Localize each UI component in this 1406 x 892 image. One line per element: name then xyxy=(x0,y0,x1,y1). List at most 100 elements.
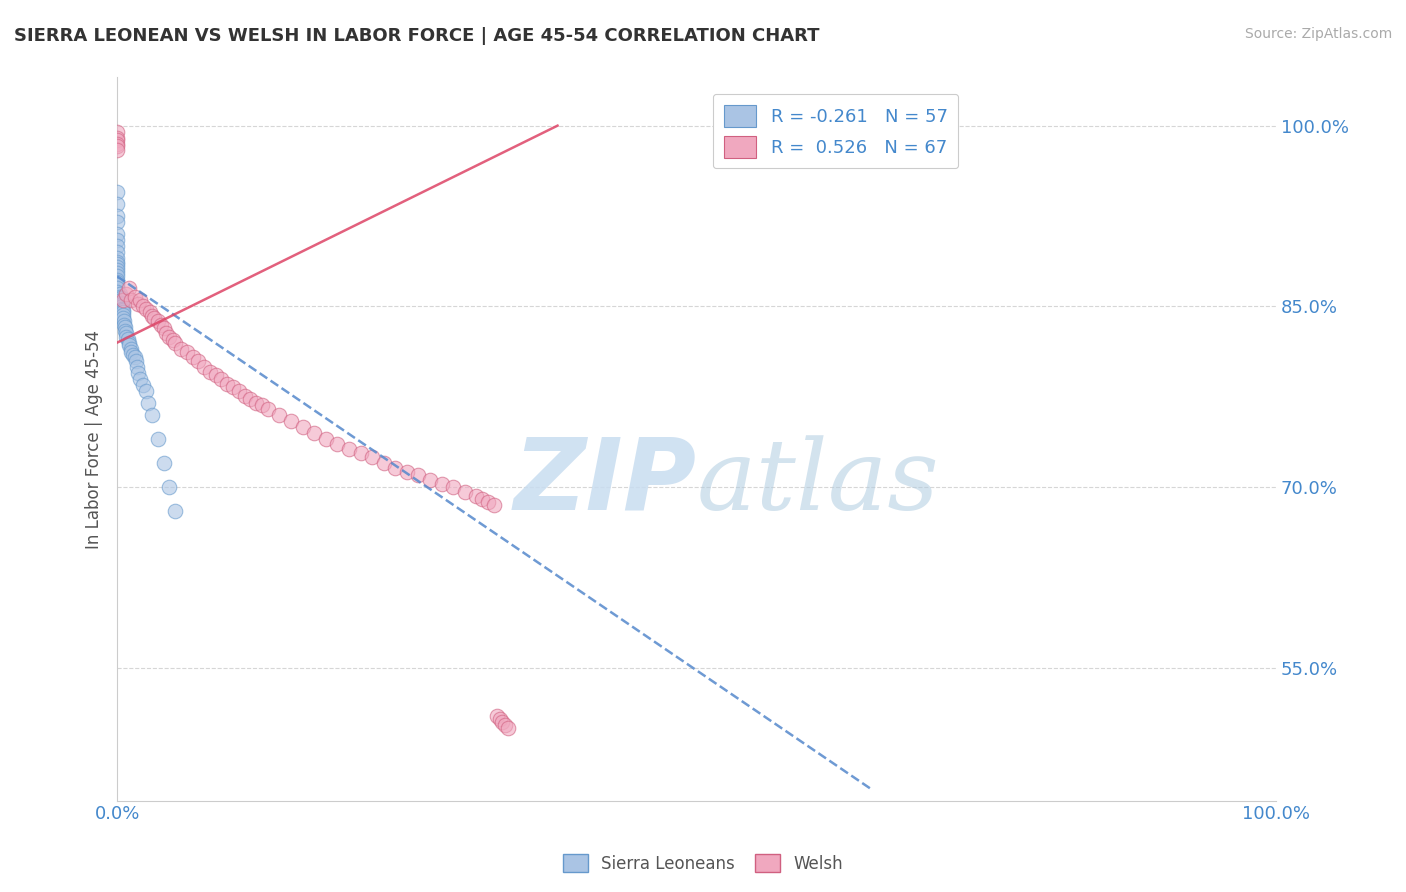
Point xyxy=(122,348,145,362)
Point xyxy=(170,342,193,356)
Point xyxy=(105,257,128,271)
Point xyxy=(135,301,157,316)
Point xyxy=(269,408,291,422)
Point xyxy=(228,384,250,398)
Point xyxy=(465,489,488,503)
Point xyxy=(361,450,384,464)
Point xyxy=(114,320,136,334)
Point xyxy=(105,197,128,211)
Point xyxy=(250,398,273,412)
Point xyxy=(111,301,134,316)
Point xyxy=(129,293,152,308)
Point xyxy=(105,125,128,139)
Point xyxy=(150,318,173,332)
Point xyxy=(110,295,132,310)
Point xyxy=(105,239,128,253)
Point xyxy=(115,287,138,301)
Point xyxy=(112,314,135,328)
Point xyxy=(111,305,134,319)
Point xyxy=(141,309,163,323)
Point xyxy=(105,227,128,241)
Point xyxy=(111,311,134,326)
Point xyxy=(105,233,128,247)
Point xyxy=(127,297,149,311)
Point xyxy=(105,136,128,151)
Point xyxy=(111,303,134,318)
Point xyxy=(349,446,371,460)
Point xyxy=(176,345,198,359)
Point xyxy=(125,359,148,374)
Point xyxy=(211,372,233,386)
Point xyxy=(105,281,128,295)
Point xyxy=(105,277,128,292)
Point xyxy=(105,252,128,266)
Point xyxy=(105,185,128,199)
Point xyxy=(491,715,513,730)
Point xyxy=(419,473,441,487)
Point xyxy=(108,290,131,304)
Point xyxy=(204,368,226,383)
Point xyxy=(105,273,128,287)
Point xyxy=(477,494,499,508)
Point xyxy=(110,291,132,305)
Point xyxy=(337,442,360,456)
Point xyxy=(141,408,163,422)
Point xyxy=(127,366,149,380)
Point xyxy=(105,263,128,277)
Point xyxy=(111,293,134,308)
Point xyxy=(118,338,141,352)
Point xyxy=(105,260,128,274)
Point xyxy=(280,414,302,428)
Point xyxy=(124,290,146,304)
Point xyxy=(120,342,142,356)
Point xyxy=(131,377,153,392)
Point xyxy=(233,389,256,403)
Point xyxy=(454,485,477,500)
Point xyxy=(105,285,128,299)
Point xyxy=(108,287,131,301)
Point xyxy=(165,335,187,350)
Point xyxy=(146,314,169,328)
Point xyxy=(395,465,418,479)
Point xyxy=(115,329,138,343)
Point xyxy=(115,326,138,340)
Point xyxy=(155,326,177,340)
Point xyxy=(120,293,142,308)
Point xyxy=(111,297,134,311)
Point xyxy=(105,269,128,284)
Legend: R = -0.261   N = 57, R =  0.526   N = 67: R = -0.261 N = 57, R = 0.526 N = 67 xyxy=(713,94,959,169)
Text: atlas: atlas xyxy=(696,434,939,530)
Point xyxy=(256,401,278,416)
Point xyxy=(131,300,153,314)
Point xyxy=(217,376,239,391)
Point xyxy=(105,245,128,260)
Y-axis label: In Labor Force | Age 45-54: In Labor Force | Age 45-54 xyxy=(86,329,103,549)
Text: Source: ZipAtlas.com: Source: ZipAtlas.com xyxy=(1244,27,1392,41)
Point xyxy=(138,396,160,410)
Point xyxy=(105,255,128,269)
Point xyxy=(181,350,204,364)
Point xyxy=(105,133,128,147)
Point xyxy=(111,300,134,314)
Point xyxy=(315,432,337,446)
Point xyxy=(441,480,464,494)
Point xyxy=(471,492,494,507)
Point xyxy=(373,456,395,470)
Point xyxy=(384,461,406,475)
Point xyxy=(105,139,128,153)
Point xyxy=(120,345,142,359)
Point xyxy=(430,476,453,491)
Point xyxy=(138,305,160,319)
Point xyxy=(486,709,509,723)
Legend: Sierra Leoneans, Welsh: Sierra Leoneans, Welsh xyxy=(557,847,849,880)
Point xyxy=(239,392,262,407)
Point xyxy=(112,318,135,332)
Point xyxy=(222,380,245,394)
Text: SIERRA LEONEAN VS WELSH IN LABOR FORCE | AGE 45-54 CORRELATION CHART: SIERRA LEONEAN VS WELSH IN LABOR FORCE |… xyxy=(14,27,820,45)
Point xyxy=(124,350,146,364)
Point xyxy=(408,468,430,483)
Point xyxy=(146,432,169,446)
Point xyxy=(118,281,141,295)
Point xyxy=(143,311,166,326)
Point xyxy=(245,396,267,410)
